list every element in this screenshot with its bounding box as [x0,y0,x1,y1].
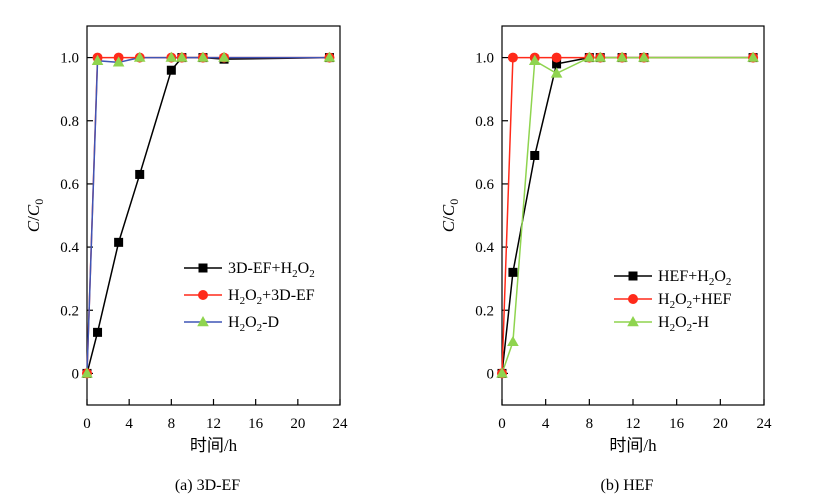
x-tick-label: 16 [669,416,685,432]
data-point-square [552,59,562,69]
data-point-triangle [507,335,519,347]
y-axis-label: C/C0 [24,199,46,232]
y-tick-label: 0 [72,366,80,382]
legend-marker-triangle [197,316,209,327]
data-point-triangle [594,51,607,62]
y-tick-label: 0.4 [60,240,79,256]
data-point-triangle [218,51,230,62]
legend-label: H2O2+HEF [658,291,731,311]
data-point-triangle [583,51,596,62]
data-point-triangle [165,51,178,62]
data-point-circle [507,52,518,63]
data-point-square [508,267,518,277]
x-axis-label: 时间/h [190,436,238,455]
data-point-square [135,169,145,179]
legend-label: H2O2-D [228,314,279,334]
data-point-triangle [323,51,336,62]
data-point-triangle [197,51,209,62]
data-point-circle [551,52,562,63]
x-tick-label: 24 [333,416,349,432]
legend-label: H2O2-H [658,314,709,334]
data-point-triangle [176,51,188,62]
data-point-triangle [550,67,563,78]
data-point-square [530,150,540,160]
y-axis-label: C/C0 [439,199,461,232]
y-tick-label: 0.2 [60,303,79,319]
panel-caption: (a) 3D-EF [175,477,240,494]
legend-marker-square [628,271,638,281]
y-tick-label: 0 [487,366,495,382]
data-point-triangle [528,54,541,65]
y-tick-label: 0.6 [60,177,79,193]
x-tick-label: 12 [206,416,221,432]
x-tick-label: 8 [168,416,176,432]
y-tick-label: 0.4 [475,240,494,256]
legend-marker-circle [628,294,638,304]
legend-marker-triangle [627,316,639,327]
data-point-triangle [638,51,650,62]
y-tick-label: 0.8 [60,114,79,130]
x-tick-label: 20 [290,416,305,432]
legend-label: H2O2+3D-EF [228,287,315,307]
legend-label: 3D-EF+H2O2 [228,260,315,280]
x-tick-label: 0 [498,416,506,432]
x-tick-label: 24 [757,416,773,432]
panel-b: 0 4 8 12 16 20 24 0 0.2 0.4 0.6 0.8 1.0 时间/h C/C0 (b) H… [439,25,773,494]
data-point-triangle [496,367,508,378]
plot-frame [86,25,341,406]
x-tick-label: 16 [248,416,264,432]
y-tick-label: 1.0 [475,51,494,67]
x-tick-label: 4 [125,416,133,432]
y-tick-label: 0.6 [475,177,494,193]
data-point-triangle [91,54,104,65]
data-point-square [166,65,176,75]
legend-marker-square [198,263,208,273]
y-tick-label: 0.8 [475,114,494,130]
panel-caption: (b) HEF [601,477,654,494]
plot-frame [501,25,765,406]
x-tick-label: 20 [713,416,728,432]
x-tick-label: 8 [586,416,594,432]
data-point-triangle [616,51,628,62]
data-point-square [93,327,103,337]
panel-a: 0 4 8 12 16 20 24 0 0.2 0.4 0.6 0.8 1.0 时间/h C/C0 (a) 3… [24,25,349,494]
x-tick-label: 12 [626,416,641,432]
legend-marker-circle [198,290,208,300]
data-point-triangle [747,51,759,62]
y-tick-label: 0.2 [475,303,494,319]
data-point-square [114,237,124,247]
legend-label: HEF+H2O2 [658,268,731,288]
data-point-triangle [81,367,93,378]
y-tick-label: 1.0 [60,51,79,67]
data-point-triangle [112,56,125,67]
x-axis-label: 时间/h [609,436,657,455]
x-tick-label: 0 [83,416,91,432]
data-point-triangle [133,51,146,62]
x-tick-label: 4 [542,416,550,432]
